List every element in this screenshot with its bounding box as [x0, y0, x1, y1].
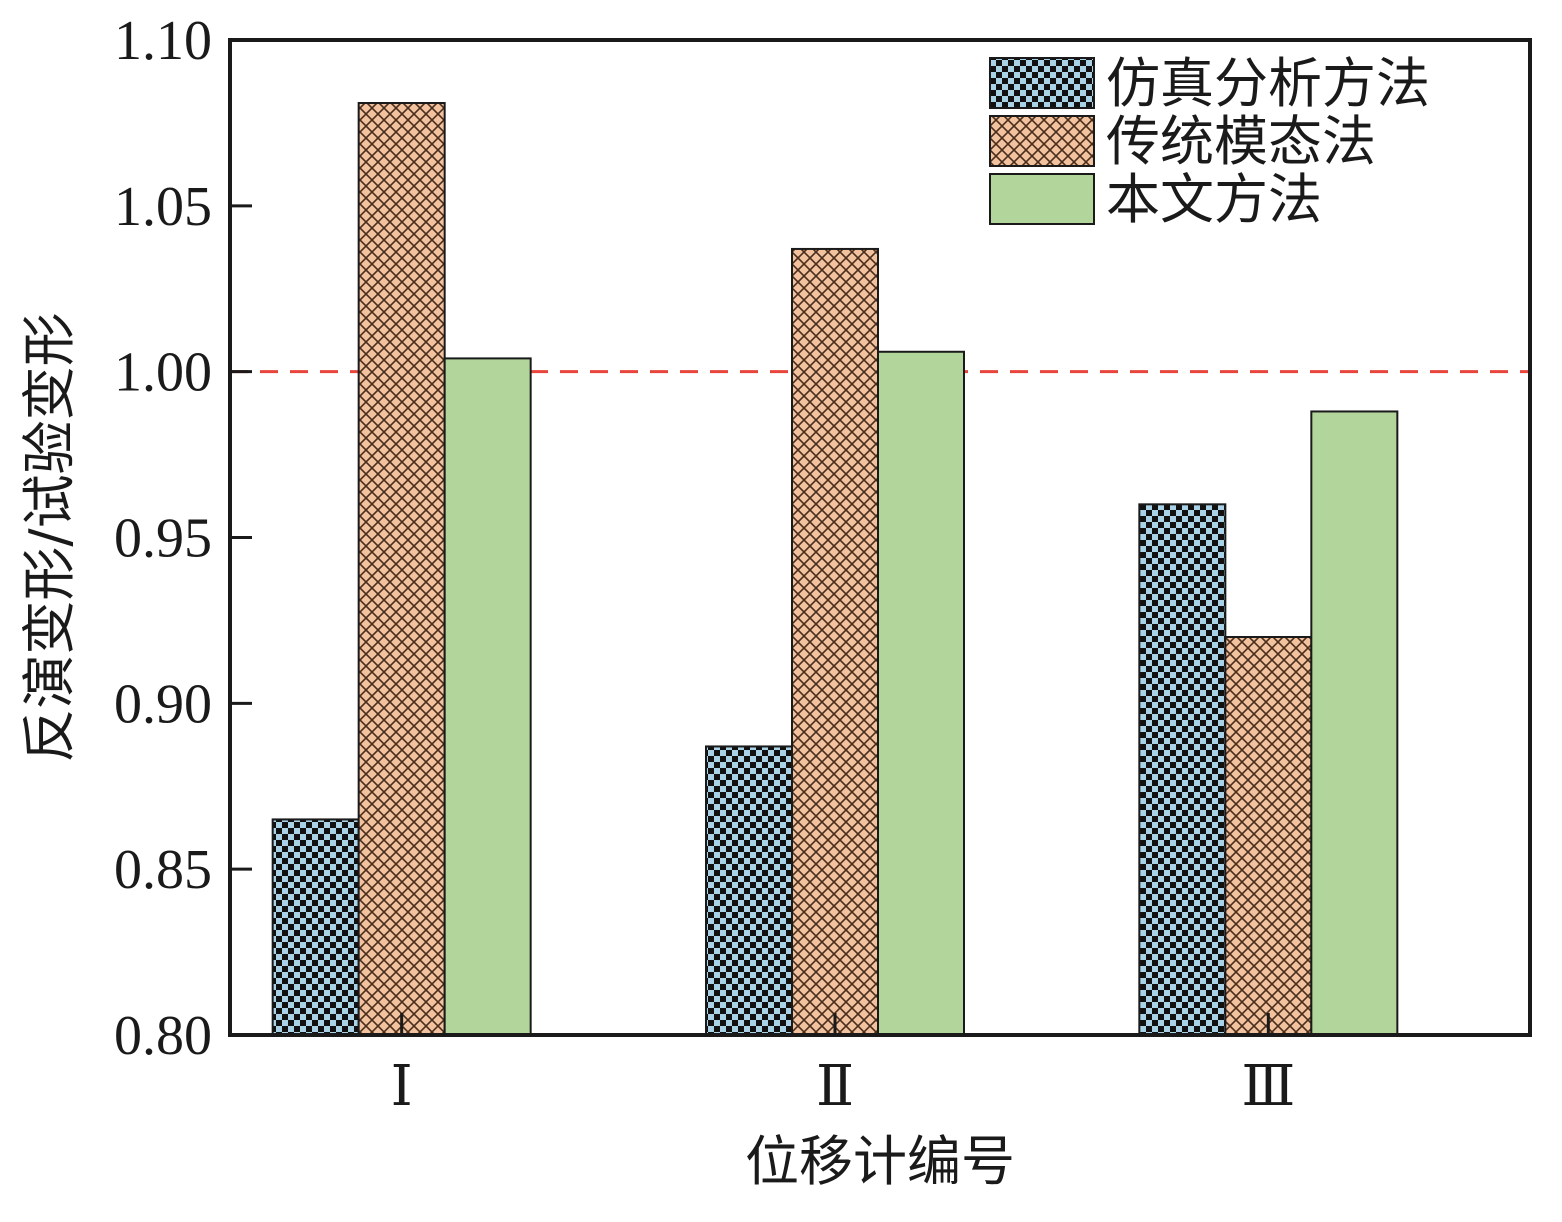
- y-tick-label-5: 1.00: [114, 342, 212, 404]
- x-tick-label-1: Ⅰ: [391, 1056, 413, 1118]
- bar-2-series-1: [705, 745, 793, 1036]
- y-tick-label-6: 1.05: [114, 176, 212, 238]
- y-tick-label-1: 0.80: [114, 1005, 212, 1067]
- bar-1-series-3: [443, 357, 532, 1036]
- y-tick-label-7: 1.10: [114, 10, 212, 72]
- x-tick-label-3: Ⅲ: [1241, 1056, 1295, 1118]
- x-axis-title: 位移计编号: [745, 1130, 1015, 1193]
- legend-swatch-2: [989, 115, 1095, 167]
- legend-swatch-3: [989, 173, 1095, 225]
- bar-3-series-3: [1310, 410, 1399, 1036]
- x-tick-label-2: Ⅱ: [816, 1056, 854, 1118]
- bar-2-series-3: [877, 350, 965, 1036]
- legend-swatch-1: [989, 57, 1095, 109]
- bars-layer: [271, 102, 1399, 1037]
- bar-3-series-2: [1224, 636, 1313, 1036]
- bar-3-series-1: [1138, 503, 1227, 1037]
- bar-2-series-2: [791, 247, 879, 1036]
- y-tick-label-3: 0.90: [114, 673, 212, 735]
- y-tick-label-4: 0.95: [114, 508, 212, 570]
- y-axis-title: 反演变形/试验变形: [18, 312, 81, 762]
- bar-1-series-2: [357, 102, 446, 1037]
- legend-label-1: 仿真分析方法: [1106, 52, 1430, 115]
- legend-label-3: 本文方法: [1106, 168, 1322, 231]
- y-tick-label-2: 0.85: [114, 839, 212, 901]
- bar-1-series-1: [271, 818, 360, 1037]
- legend-label-2: 传统模态法: [1106, 110, 1376, 173]
- axes-layer: 0.80 0.85 0.90 0.95 1.00 1.05 1.10 Ⅰ Ⅱ Ⅲ: [114, 10, 1532, 1118]
